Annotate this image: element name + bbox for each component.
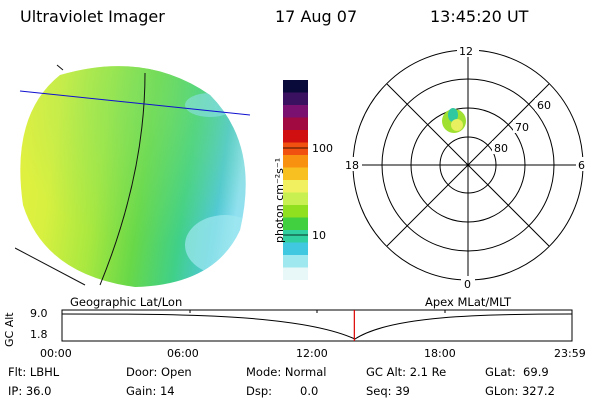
colorbar-band: [283, 105, 308, 118]
status-seq: Seq: 39: [366, 384, 410, 398]
mlt-label-6: 6: [578, 159, 585, 172]
status-glat: GLat: 69.9: [485, 365, 549, 379]
polar-plot: 12 0 18 6 60 70 80: [344, 45, 590, 291]
lat-label-60: 60: [537, 99, 551, 112]
timeline-ytick-top: 9.0: [30, 307, 48, 320]
status-gain: Gain: 14: [126, 384, 175, 398]
colorbar-band: [283, 242, 308, 256]
aurora-spot: [442, 108, 466, 133]
lat-label-80: 80: [494, 142, 508, 155]
colorbar-band: [283, 92, 308, 106]
colorbar-unit-label: photon cm⁻²s⁻¹: [273, 157, 286, 243]
timeline-xtick-0000: 00:00: [40, 347, 72, 360]
colorbar-band: [283, 130, 308, 143]
timeline-right-title: Apex MLat/MLT: [425, 295, 512, 309]
timeline-left-title: Geographic Lat/Lon: [70, 295, 183, 309]
colorbar-band: [283, 167, 308, 181]
status-ip: IP: 36.0: [8, 384, 52, 398]
timeline-xtick-1800: 18:00: [424, 347, 456, 360]
altitude-timeline: [61, 309, 573, 342]
limb-line: [15, 247, 86, 286]
mlt-label-18: 18: [345, 159, 359, 172]
colorbar: [283, 80, 308, 280]
timeline-xtick-1200: 12:00: [296, 347, 328, 360]
parallel-line: [19, 90, 251, 116]
date-label: 17 Aug 07: [275, 7, 358, 26]
mlt-label-12: 12: [459, 45, 473, 58]
colorbar-band: [283, 142, 308, 156]
status-dsp-value: 0.0: [300, 384, 319, 398]
status-door: Door: Open: [126, 365, 192, 379]
colorbar-tick-100: 100: [312, 142, 333, 155]
status-filter: Flt: LBHL: [8, 365, 60, 379]
timeline-xtick-2359: 23:59: [554, 347, 586, 360]
uv-earth-image: [15, 64, 251, 288]
mlt-label-0: 0: [464, 278, 471, 291]
time-label: 13:45:20 UT: [430, 7, 529, 26]
status-mode: Mode: Normal: [246, 365, 327, 379]
altitude-curve: [61, 313, 573, 340]
colorbar-band: [283, 230, 308, 243]
meridian-line: [99, 72, 146, 286]
timeline-ytick-bottom: 1.8: [30, 328, 48, 341]
colorbar-band: [283, 217, 308, 231]
colorbar-band: [283, 80, 308, 93]
timeline-ylabel: GC Alt: [3, 312, 16, 347]
status-gc-alt: GC Alt: 2.1 Re: [366, 365, 447, 379]
colorbar-band: [283, 180, 308, 193]
colorbar-band: [283, 255, 308, 268]
status-glon: GLon: 327.2: [485, 384, 555, 398]
colorbar-band: [283, 267, 308, 280]
instrument-title: Ultraviolet Imager: [20, 7, 165, 26]
status-dsp-label: Dsp:: [246, 384, 273, 398]
lat-label-70: 70: [515, 121, 529, 134]
colorbar-band: [283, 117, 308, 131]
colorbar-band: [283, 155, 308, 168]
colorbar-tick-10: 10: [312, 229, 326, 242]
colorbar-band: [283, 192, 308, 206]
colorbar-band: [283, 205, 308, 218]
timeline-xtick-0600: 06:00: [167, 347, 199, 360]
